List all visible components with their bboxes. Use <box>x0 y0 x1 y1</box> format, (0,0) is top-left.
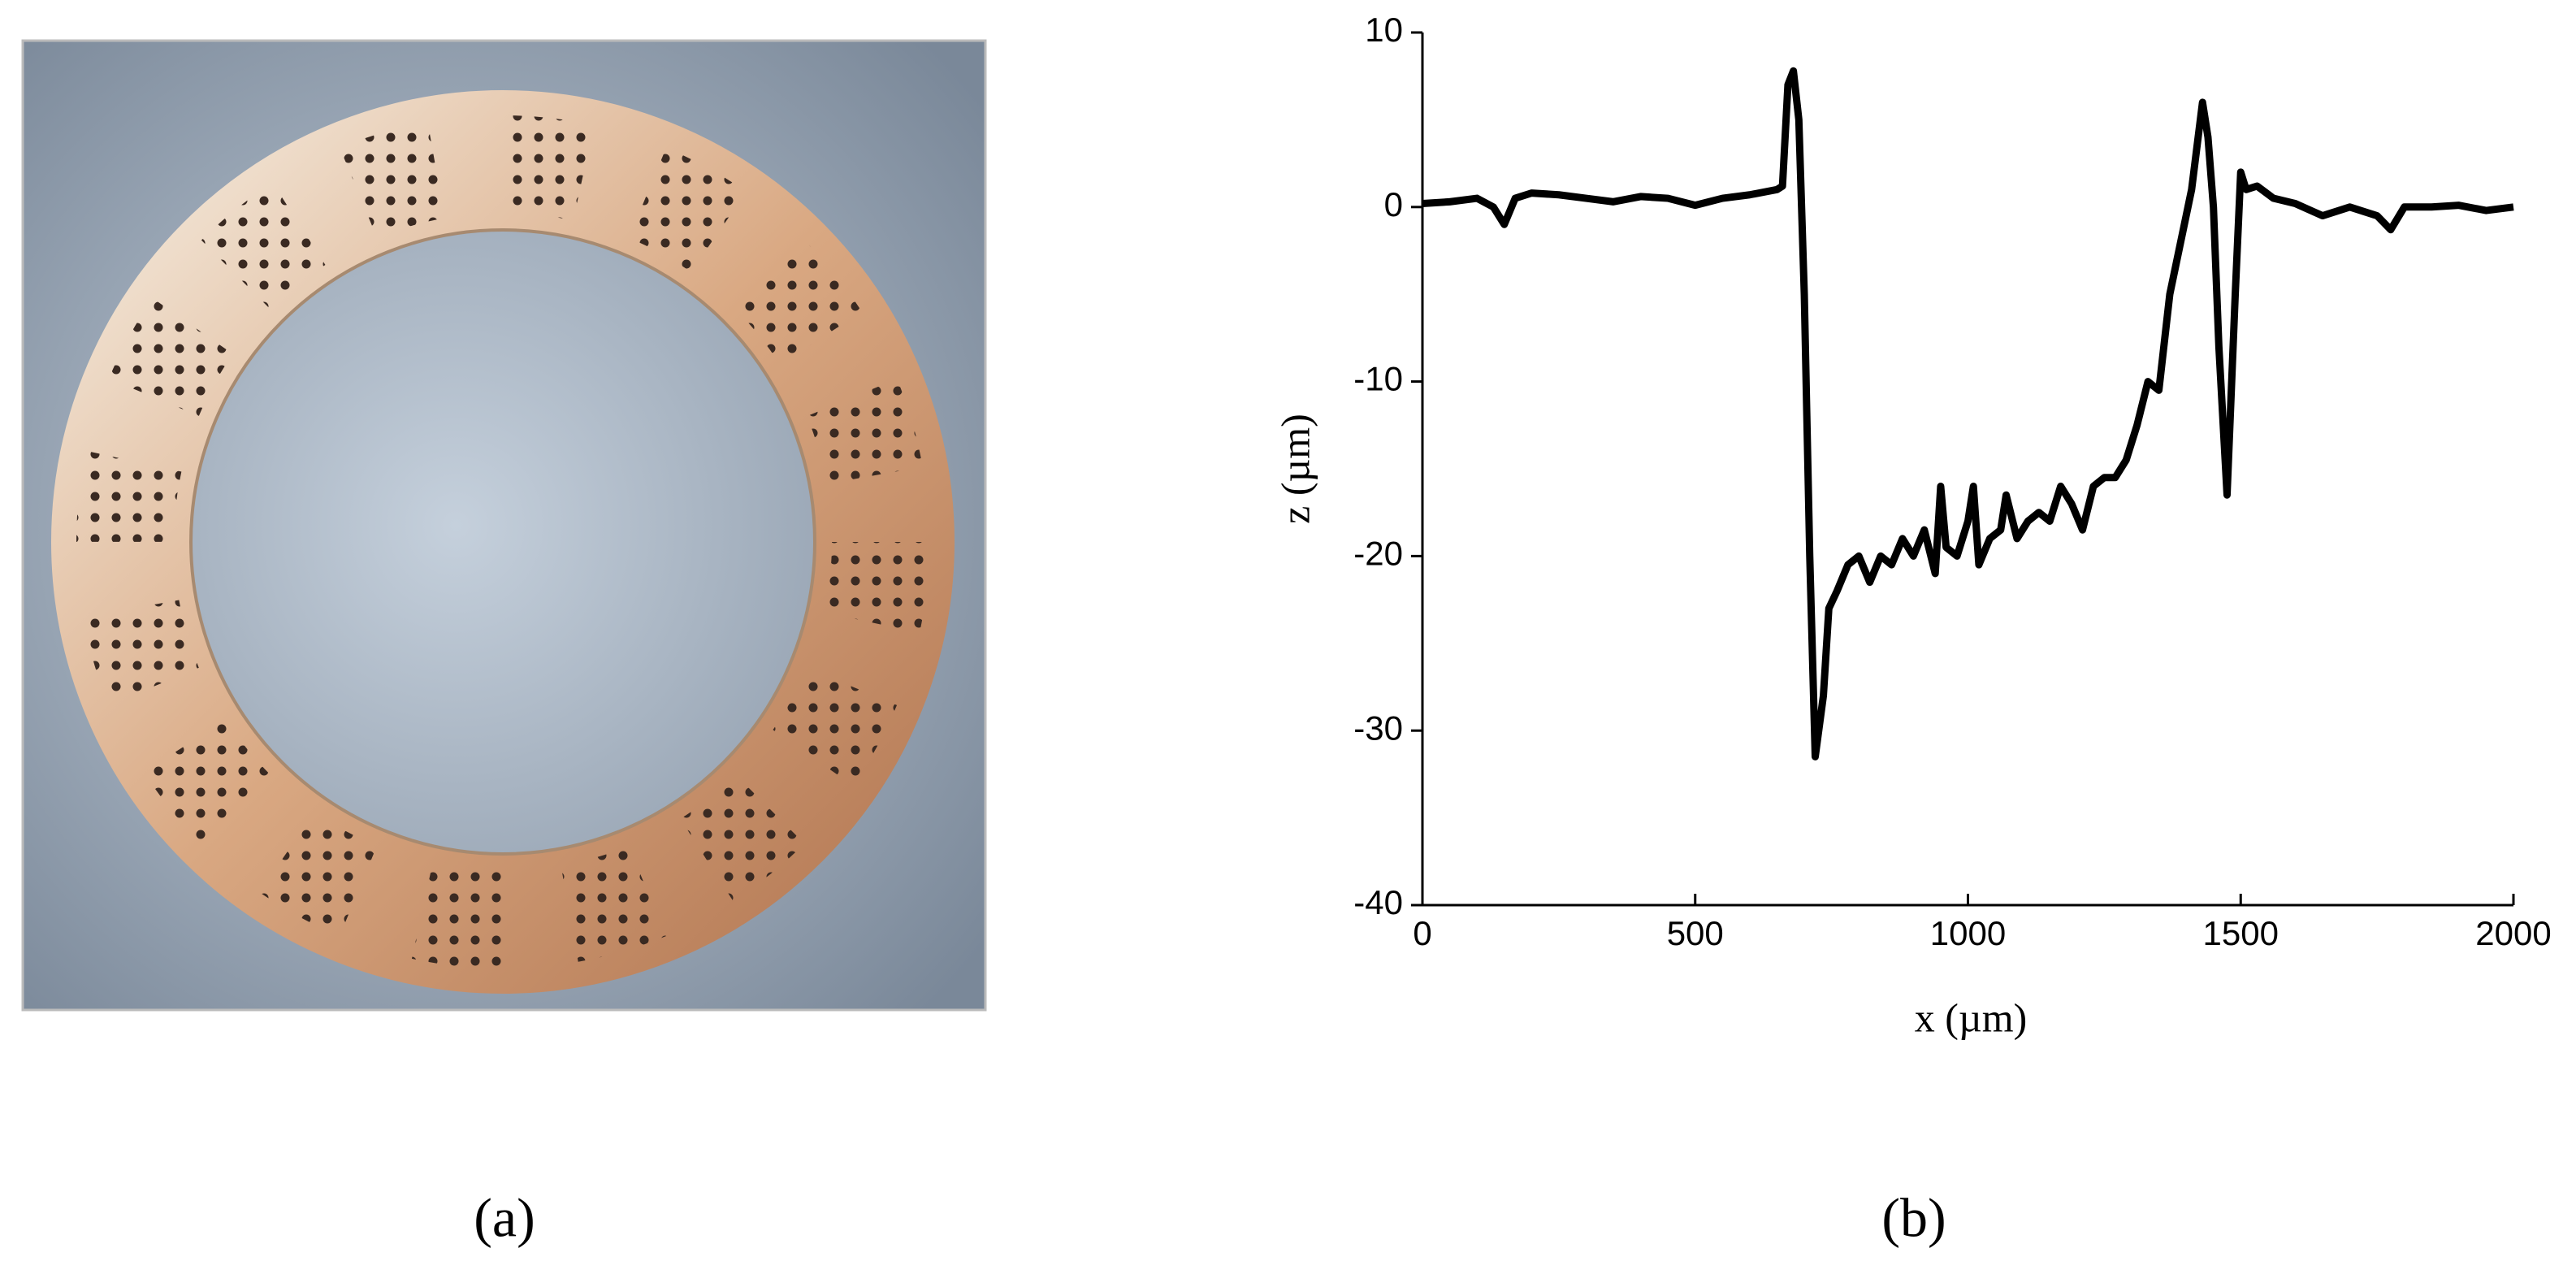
y-tick-label: 10 <box>1365 11 1403 49</box>
y-tick-label: -10 <box>1353 360 1403 398</box>
x-tick-label: 0 <box>1413 914 1431 952</box>
x-tick-label: 500 <box>1667 914 1724 952</box>
panel-label: (a) <box>474 1187 535 1249</box>
y-tick-label: -40 <box>1353 883 1403 921</box>
y-axis-label: z (µm) <box>1272 414 1318 524</box>
photo <box>21 39 987 1012</box>
x-tick-label: 2000 <box>2475 914 2551 952</box>
y-tick-label: 0 <box>1384 185 1403 223</box>
panel-label: (b) <box>1881 1187 1946 1249</box>
x-axis-label: x (µm) <box>1915 994 2028 1040</box>
data-line <box>1422 67 2514 760</box>
y-tick-label: -30 <box>1353 708 1403 747</box>
x-tick-label: 1000 <box>1930 914 2006 952</box>
x-tick-label: 1500 <box>2203 914 2279 952</box>
y-tick-label: -20 <box>1353 534 1403 572</box>
